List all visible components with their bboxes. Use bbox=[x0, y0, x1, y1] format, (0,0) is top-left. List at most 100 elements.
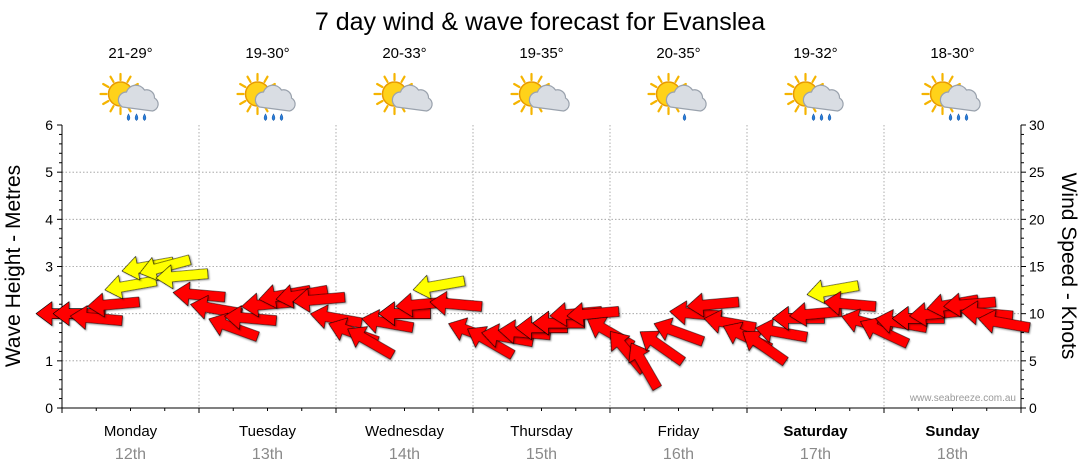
weather-icon bbox=[921, 72, 981, 121]
wind-arrow bbox=[789, 302, 843, 327]
sun-ray-icon bbox=[794, 105, 800, 113]
temperature-range-label: 20-35° bbox=[656, 45, 700, 62]
sun-ray-icon bbox=[520, 75, 526, 83]
sun-ray-icon bbox=[109, 105, 115, 113]
sun-ray-icon bbox=[513, 82, 521, 89]
raindrop-icon bbox=[271, 113, 276, 121]
temperature-range-label: 19-35° bbox=[519, 45, 563, 62]
sun-ray-icon bbox=[239, 82, 247, 89]
wind-arrow bbox=[977, 309, 1031, 334]
sun-ray-icon bbox=[657, 75, 663, 83]
sun-ray-icon bbox=[239, 99, 247, 106]
day-date-label: 16th bbox=[663, 446, 694, 463]
day-date-label: 12th bbox=[115, 446, 146, 463]
raindrop-icon bbox=[819, 113, 824, 121]
sun-ray-icon bbox=[383, 105, 389, 113]
sun-ray-icon bbox=[376, 99, 384, 106]
day-name-label: Sunday bbox=[925, 423, 980, 440]
wind-arrow bbox=[943, 292, 997, 318]
sun-ray-icon bbox=[931, 75, 937, 83]
sun-ray-icon bbox=[513, 99, 521, 106]
sun-ray-icon bbox=[520, 105, 526, 113]
wind-arrow bbox=[755, 318, 809, 343]
sun-ray-icon bbox=[126, 75, 132, 83]
sun-ray-icon bbox=[376, 82, 384, 89]
wind-arrow bbox=[703, 309, 757, 334]
sun-ray-icon bbox=[263, 75, 269, 83]
temperature-range-label: 19-30° bbox=[245, 45, 289, 62]
wind-arrow bbox=[347, 326, 396, 360]
sun-ray-icon bbox=[102, 99, 110, 106]
raindrop-icon bbox=[263, 113, 268, 121]
y-left-tick-label: 1 bbox=[45, 353, 53, 369]
watermark: www.seabreeze.com.au bbox=[909, 393, 1016, 404]
sun-ray-icon bbox=[787, 82, 795, 89]
sun-ray-icon bbox=[246, 75, 252, 83]
temperature-row: 21-29° 19-30° 20-33° 19-35° 20-35° 19-32° 18-3… bbox=[108, 45, 974, 62]
wind-arrow bbox=[172, 281, 226, 307]
wind-arrow bbox=[653, 317, 705, 347]
cloud-icon bbox=[254, 84, 296, 112]
y-right-tick-label: 30 bbox=[1029, 117, 1045, 133]
weather-icons bbox=[99, 72, 981, 121]
y-left-tick-label: 4 bbox=[45, 211, 53, 227]
sun-ray-icon bbox=[657, 105, 663, 113]
y-left-tick-label: 6 bbox=[45, 117, 53, 133]
wind-arrow bbox=[70, 305, 123, 330]
raindrop-icon bbox=[279, 113, 284, 121]
gridlines bbox=[62, 125, 1021, 408]
day-date-label: 15th bbox=[526, 446, 557, 463]
sun-ray-icon bbox=[650, 82, 658, 89]
wind-arrow bbox=[532, 310, 585, 336]
sun-ray-icon bbox=[811, 75, 817, 83]
weather-icon bbox=[99, 72, 159, 121]
wind-arrow bbox=[412, 274, 466, 300]
wind-arrow bbox=[224, 305, 278, 330]
y-axis-left-label: Wave Height - Metres bbox=[2, 165, 25, 367]
temperature-range-label: 18-30° bbox=[930, 45, 974, 62]
weather-icon bbox=[236, 72, 296, 121]
sun-ray-icon bbox=[246, 105, 252, 113]
y-right-tick-label: 25 bbox=[1029, 164, 1045, 180]
raindrop-icon bbox=[956, 113, 961, 121]
wind-arrows-series bbox=[35, 254, 1031, 391]
day-date-label: 17th bbox=[800, 446, 831, 463]
sun-ray-icon bbox=[674, 75, 680, 83]
day-name-label: Friday bbox=[658, 423, 700, 440]
day-date-label: 14th bbox=[389, 446, 420, 463]
raindrop-icon bbox=[134, 113, 139, 121]
raindrop-icon bbox=[126, 113, 131, 121]
chart-title: 7 day wind & wave forecast for Evanslea bbox=[315, 8, 765, 36]
wind-arrow bbox=[378, 301, 431, 326]
cloud-icon bbox=[802, 84, 844, 112]
cloud-icon bbox=[391, 84, 433, 112]
day-name-label: Monday bbox=[104, 423, 158, 440]
weather-icon bbox=[647, 72, 707, 121]
wind-arrow bbox=[292, 288, 346, 313]
weather-icon bbox=[784, 72, 844, 121]
cloud-icon bbox=[665, 84, 707, 112]
sun-ray-icon bbox=[109, 75, 115, 83]
raindrop-icon bbox=[682, 113, 687, 121]
sun-ray-icon bbox=[102, 82, 110, 89]
raindrop-icon bbox=[142, 113, 147, 121]
sun-ray-icon bbox=[400, 75, 406, 83]
sun-ray-icon bbox=[794, 75, 800, 83]
day-date-label: 13th bbox=[252, 446, 283, 463]
day-name-label: Wednesday bbox=[365, 423, 444, 440]
sun-ray-icon bbox=[931, 105, 937, 113]
y-left-tick-label: 0 bbox=[45, 400, 53, 416]
wind-arrow bbox=[361, 309, 415, 334]
sun-ray-icon bbox=[383, 75, 389, 83]
temperature-range-label: 21-29° bbox=[108, 45, 152, 62]
wind-arrow bbox=[429, 291, 483, 316]
wind-arrow bbox=[87, 292, 141, 318]
raindrop-icon bbox=[827, 113, 832, 121]
day-date-label: 18th bbox=[937, 446, 968, 463]
wind-arrow bbox=[310, 304, 363, 329]
wind-arrow bbox=[566, 302, 620, 327]
weather-icon bbox=[510, 72, 570, 116]
y-left-tick-label: 5 bbox=[45, 164, 53, 180]
sun-ray-icon bbox=[924, 82, 932, 89]
raindrop-icon bbox=[948, 113, 953, 121]
